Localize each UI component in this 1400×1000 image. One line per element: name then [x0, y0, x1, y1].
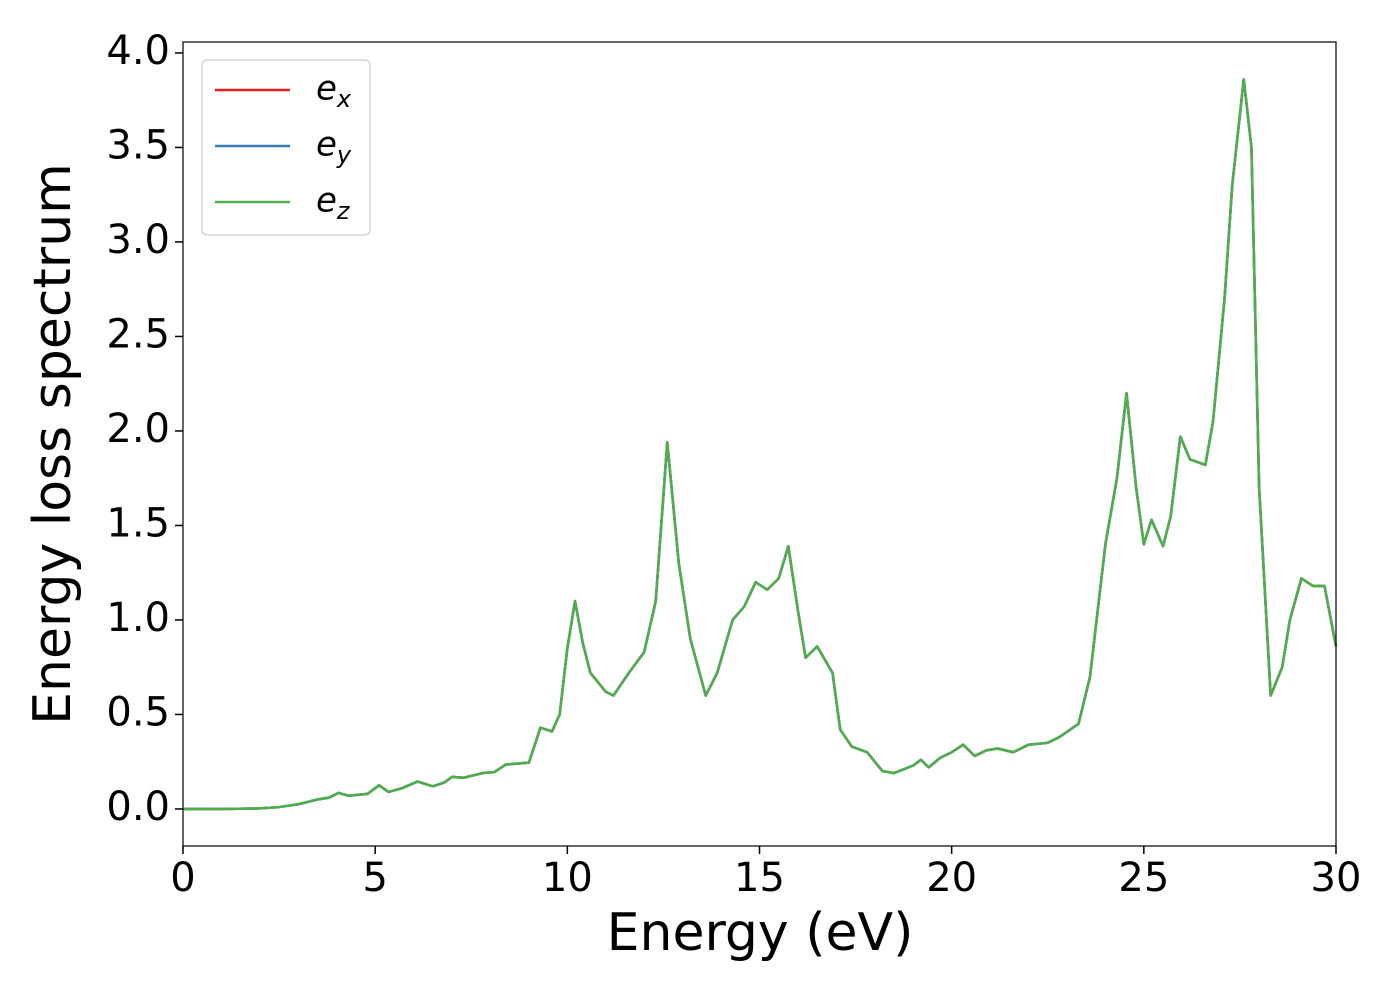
y-tick-label: 2.0: [106, 406, 170, 452]
legend-box: [201, 59, 371, 236]
y-axis-label: Energy loss spectrum: [23, 163, 83, 725]
plot-frame: [182, 41, 1337, 847]
x-tick-label: 25: [1118, 855, 1169, 901]
x-tick-label: 20: [926, 855, 977, 901]
x-tick-label: 30: [1311, 855, 1362, 901]
series-line: [183, 78, 1338, 811]
x-tick-label: 15: [734, 855, 785, 901]
y-tick-label: 3.5: [106, 122, 170, 168]
x-tick-label: 10: [542, 855, 593, 901]
y-tick-label: 0.0: [106, 784, 170, 830]
y-tick-label: 4.0: [106, 28, 170, 74]
y-tick-label: 2.5: [106, 311, 170, 357]
x-tick-label: 0: [170, 855, 195, 901]
y-tick-label: 1.5: [106, 500, 170, 546]
x-tick-label: 5: [362, 855, 387, 901]
y-tick-label: 0.5: [106, 689, 170, 735]
y-tick-label: 3.0: [106, 217, 170, 263]
x-axis-label: Energy (eV): [607, 903, 914, 963]
y-tick-label: 1.0: [106, 595, 170, 641]
